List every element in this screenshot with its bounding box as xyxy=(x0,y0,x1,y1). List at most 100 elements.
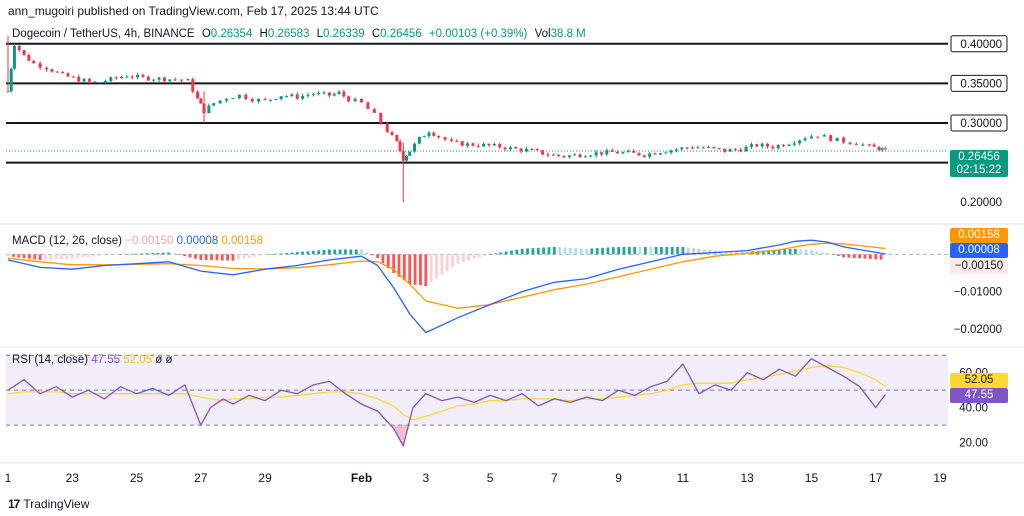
rsi-title[interactable]: RSI (14, close) xyxy=(12,354,89,366)
candle-body xyxy=(816,136,820,138)
candle-body xyxy=(196,91,200,99)
candle-body xyxy=(199,98,203,104)
macd-hist-bar xyxy=(531,248,535,255)
candle-body xyxy=(398,141,402,152)
macd-hist-bar xyxy=(188,254,192,258)
candle-body xyxy=(749,144,753,147)
candle-body xyxy=(642,155,646,157)
candle-body xyxy=(141,74,145,77)
candle-body xyxy=(658,153,662,155)
macd-hist-bar xyxy=(381,254,385,264)
macd-hist-bar xyxy=(638,246,642,255)
macd-hist-bar xyxy=(86,254,90,257)
rsi-settings-icons[interactable]: ø ø xyxy=(155,354,173,366)
candle-body xyxy=(225,98,229,101)
macd-hist-bar xyxy=(279,253,283,255)
macd-y-tick: −0.01000 xyxy=(954,287,1002,299)
candle-body xyxy=(237,94,241,99)
close-value: 0.26456 xyxy=(380,28,422,40)
macd-hist-bar xyxy=(879,254,883,260)
candle-body xyxy=(680,147,684,150)
candle-body xyxy=(798,140,802,144)
macd-hist-bar xyxy=(269,254,272,255)
macd-hist-bar xyxy=(686,247,690,255)
candle-body xyxy=(342,91,346,97)
candle-body xyxy=(503,147,507,150)
x-tick: 19 xyxy=(933,471,947,485)
change-value: +0.00103 (+0.39%) xyxy=(428,28,528,40)
candle-body xyxy=(482,143,486,147)
macd-hist-bar xyxy=(360,249,363,255)
candle-body xyxy=(610,150,614,152)
candle-body xyxy=(311,94,315,96)
candle-body xyxy=(207,105,211,114)
rsi-oversold-fill xyxy=(387,425,417,446)
candle-body xyxy=(616,151,620,154)
price-tag: 0.26456 02:15:22 xyxy=(950,150,1008,177)
candle-body xyxy=(792,143,796,145)
candle-body xyxy=(880,148,884,151)
macd-hist-value: −0.00150 xyxy=(125,235,174,247)
rsi-value: 47.55 xyxy=(91,354,121,366)
open-value: 0.26354 xyxy=(210,28,253,40)
candle-body xyxy=(691,147,695,149)
macd-hist-bar xyxy=(702,249,706,255)
macd-hist-bar xyxy=(676,246,679,255)
candle-body xyxy=(98,82,102,84)
macd-hist-bar xyxy=(504,251,508,255)
macd-hist-bar xyxy=(494,253,497,255)
macd-hist-bar xyxy=(274,253,278,255)
candle-body xyxy=(508,147,512,150)
macd-hist-bar xyxy=(536,247,540,255)
price-y-tick: 0.30000 xyxy=(960,118,1002,130)
macd-title[interactable]: MACD (12, 26, close) xyxy=(12,235,122,247)
macd-hist-bar xyxy=(263,254,267,255)
candle-body xyxy=(408,151,412,156)
macd-hist-bar xyxy=(220,254,224,261)
macd-hist-bar xyxy=(194,254,197,259)
macd-hist-bar xyxy=(242,254,246,259)
macd-hist-bar xyxy=(317,250,321,255)
x-tick: 17 xyxy=(869,471,883,485)
macd-hist-bar xyxy=(547,247,551,255)
candle-body xyxy=(728,149,732,152)
candle-body xyxy=(707,146,711,148)
candle-body xyxy=(360,98,364,103)
candle-body xyxy=(93,81,97,83)
macd-line xyxy=(7,239,886,334)
candle-body xyxy=(417,136,421,144)
macd-hist-bar xyxy=(863,254,867,259)
macd-hist-bar xyxy=(135,253,138,255)
candle-body xyxy=(327,92,331,96)
candle-body xyxy=(268,99,272,101)
candle-body xyxy=(38,63,42,68)
macd-hist-bar xyxy=(252,254,256,257)
macd-hist-bar xyxy=(681,246,685,255)
macd-hist-bar xyxy=(697,248,701,255)
candle-body xyxy=(632,150,636,153)
low-value: 0.26339 xyxy=(323,28,365,40)
macd-hist-bar xyxy=(92,254,96,257)
candle-body xyxy=(353,98,357,102)
candle-body xyxy=(146,76,150,81)
symbol-name[interactable]: Dogecoin / TetherUS, 4h, BINANCE xyxy=(12,28,195,40)
macd-hist-bar xyxy=(552,246,556,255)
x-tick: 23 xyxy=(66,471,80,485)
macd-hist-bar xyxy=(804,249,808,255)
candle-body xyxy=(696,147,700,149)
macd-hist-bar xyxy=(649,246,653,255)
level-label-box xyxy=(950,114,1008,132)
candle-body xyxy=(27,54,31,61)
macd-hist-bar xyxy=(301,251,304,255)
candle-body xyxy=(551,154,555,156)
macd-hist-bar xyxy=(660,246,663,255)
candle-body xyxy=(437,135,441,138)
macd-hist-bar xyxy=(788,249,792,255)
candle-body xyxy=(498,144,502,148)
candle-body xyxy=(648,153,652,157)
tradingview-logo[interactable]: 17 TradingView xyxy=(8,497,89,511)
candle-body xyxy=(712,146,716,149)
vol-key: Vol xyxy=(534,28,551,40)
candle-body xyxy=(739,149,743,152)
